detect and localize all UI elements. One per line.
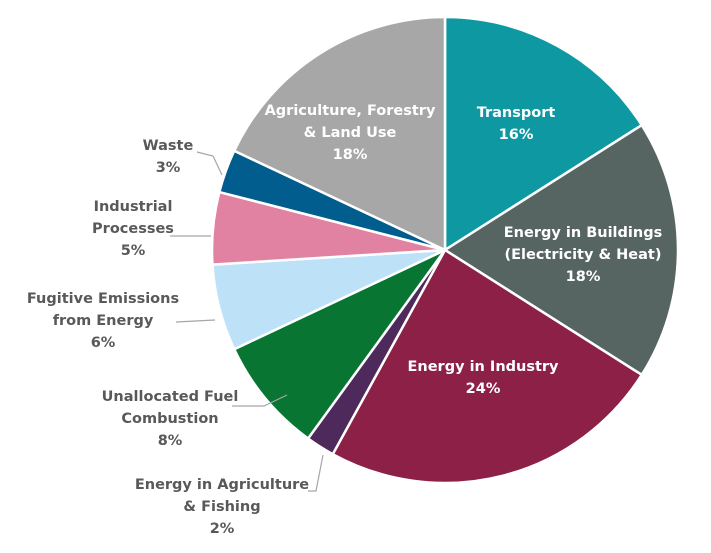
pie-slice (232, 248, 447, 440)
pie-slices (210, 15, 680, 485)
slice-label: Energy in Buildings (Electricity & Heat) 1… (504, 225, 662, 285)
slice-label-line: Energy in Agriculture (135, 477, 309, 493)
pie-slice (443, 15, 643, 252)
slice-label-line: Waste (143, 138, 194, 154)
leader-lines (170, 151, 324, 492)
slice-label-line: 3% (156, 160, 181, 176)
slice-label-line: 8% (158, 433, 183, 449)
pie-slice (443, 123, 680, 377)
slice-label-line: Processes (92, 221, 174, 237)
slice-label-line: 18% (333, 147, 368, 163)
slice-label-line: Agriculture, Forestry (265, 103, 436, 119)
pie-slice (232, 15, 447, 252)
slice-label-line: Industrial (94, 199, 173, 215)
slice-label-line: 16% (499, 127, 534, 143)
leader-line (308, 454, 324, 492)
leader-line (232, 394, 288, 407)
slice-label: Waste 3% (143, 138, 194, 176)
slice-label: Energy in Agriculture & Fishing 2% (135, 477, 309, 537)
slice-label-line: from Energy (53, 313, 154, 329)
slice-label: Unallocated Fuel Combustion 8% (102, 389, 239, 449)
slice-label-line: 5% (121, 243, 146, 259)
slice-label-line: 18% (566, 269, 601, 285)
slice-label-line: (Electricity & Heat) (505, 247, 662, 263)
slice-label-line: 6% (91, 335, 116, 351)
slice-label-line: Energy in Industry (407, 359, 559, 375)
slice-label: Fugitive Emissions from Energy 6% (27, 291, 179, 351)
slice-label-line: Transport (477, 105, 556, 121)
slice-label-line: Combustion (121, 411, 218, 427)
slice-label-line: 2% (210, 521, 235, 537)
slice-label-line: Fugitive Emissions (27, 291, 179, 307)
slice-label: Transport 16% (477, 105, 556, 143)
slice-label: Industrial Processes 5% (92, 199, 174, 259)
leader-line (196, 151, 223, 176)
slice-label-line: 24% (466, 381, 501, 397)
slice-labels: Transport 16% Energy in Buildings (Electric… (27, 103, 662, 537)
slice-label-line: & Fishing (183, 499, 260, 515)
leader-line (175, 319, 216, 323)
slice-label-line: Unallocated Fuel (102, 389, 239, 405)
pie-slice (331, 248, 643, 485)
slice-label: Agriculture, Forestry & Land Use 18% (265, 103, 436, 163)
slice-label: Energy in Industry 24% (407, 359, 559, 397)
slice-label-line: & Land Use (304, 125, 397, 141)
slice-label-line: Energy in Buildings (504, 225, 662, 241)
